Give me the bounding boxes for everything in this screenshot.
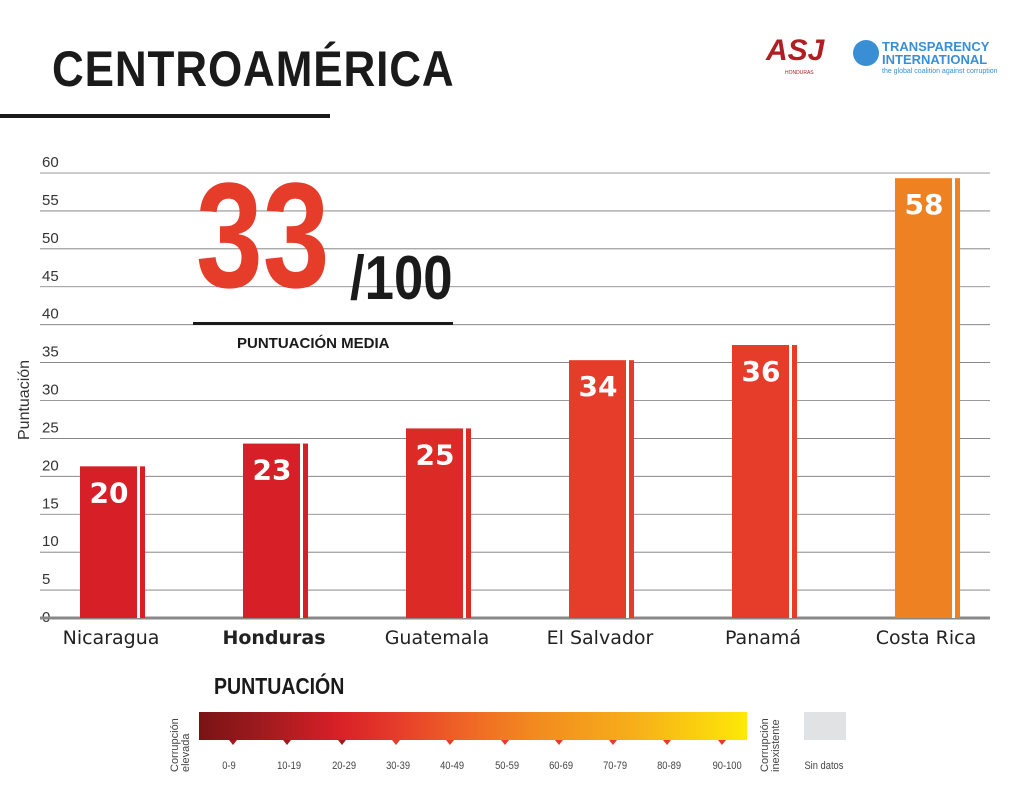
legend-range-label: 30-39 [386, 760, 410, 772]
bar-chart: 051015202530354045505560Puntuación20Nica… [16, 154, 990, 649]
ti-tagline: the global coalition against corruption [882, 68, 998, 75]
title-underline [0, 114, 330, 118]
legend-gradient [199, 712, 747, 740]
bar-stripe [300, 443, 303, 618]
bar-stripe [463, 428, 466, 618]
y-tick-label: 50 [42, 230, 59, 247]
y-tick-label: 45 [42, 268, 59, 285]
x-category-label: Costa Rica [876, 627, 977, 649]
legend-range-label: 40-49 [440, 760, 465, 772]
legend-range-label: 0-9 [222, 760, 236, 772]
score-max: /100 [350, 244, 453, 313]
legend-range-label: 20-29 [331, 760, 356, 772]
bar [569, 360, 634, 618]
legend-range-label: 60-69 [548, 760, 573, 772]
bar-value-label: 36 [742, 355, 781, 388]
bar-value-label: 34 [579, 370, 618, 403]
y-tick-label: 35 [42, 344, 59, 361]
y-tick-label: 55 [42, 192, 59, 209]
bar-stripe [952, 178, 955, 618]
average-score-label: PUNTUACIÓN MEDIA [237, 335, 390, 352]
legend-range-label: 10-19 [277, 760, 302, 772]
legend-tick-marker [609, 740, 618, 745]
legend-tick-marker [663, 740, 672, 745]
bar-value-label: 25 [416, 438, 455, 471]
y-tick-label: 5 [42, 571, 50, 588]
average-score: 33 [196, 151, 330, 319]
y-tick-label: 60 [42, 154, 59, 171]
ti-line1: TRANSPARENCY [882, 39, 990, 54]
y-axis-label: Puntuación [16, 360, 33, 440]
x-category-label: Panamá [725, 627, 801, 649]
score-divider [193, 322, 453, 325]
legend-tick-marker [229, 740, 237, 745]
bar-value-label: 20 [90, 476, 129, 509]
y-tick-label: 20 [42, 457, 59, 474]
legend-range-label: 50-59 [494, 760, 519, 772]
x-category-label: Honduras [222, 627, 325, 649]
x-category-label: El Salvador [547, 627, 654, 649]
legend-range-label: 70-79 [603, 760, 628, 772]
page-title: CENTROAMÉRICA [52, 41, 455, 97]
y-tick-label: 40 [42, 306, 59, 323]
bar [406, 428, 471, 618]
bar [80, 466, 145, 618]
ti-line2: INTERNATIONAL [882, 52, 988, 67]
legend-tick-marker [391, 740, 400, 745]
legend-tick-marker [446, 740, 455, 745]
legend-tick-marker [554, 740, 563, 745]
y-tick-label: 10 [42, 533, 59, 550]
bar-value-label: 58 [905, 188, 944, 221]
bar [243, 443, 308, 618]
legend-left-label: Corrupción elevada [169, 718, 192, 772]
bar-stripe [137, 466, 140, 618]
bar [732, 345, 797, 618]
legend-no-data-label: Sin datos [804, 760, 844, 772]
x-category-label: Nicaragua [63, 627, 160, 649]
legend-tick-marker [500, 740, 509, 745]
legend-range-label: 80-89 [657, 760, 682, 772]
bar [895, 178, 960, 618]
legend-title: PUNTUACIÓN [214, 673, 345, 699]
legend-right-label: Corrupción inexistente [759, 718, 782, 772]
bar-stripe [626, 360, 629, 618]
legend-no-data-swatch [804, 712, 846, 740]
bar-value-label: 23 [253, 454, 292, 487]
legend-tick-marker [717, 740, 726, 745]
y-tick-label: 15 [42, 495, 59, 512]
asj-logo-sub: HONDURAS [785, 70, 814, 76]
legend-range-label: 90-100 [712, 760, 742, 772]
asj-logo: ASJ [766, 34, 825, 67]
globe-icon [853, 40, 879, 66]
y-tick-label: 25 [42, 419, 59, 436]
legend-tick-marker [337, 740, 346, 745]
y-tick-label: 30 [42, 382, 59, 399]
bar-stripe [789, 345, 792, 618]
legend-tick-marker [283, 740, 292, 745]
ti-logo: TRANSPARENCY INTERNATIONAL [882, 40, 989, 66]
x-category-label: Guatemala [385, 627, 490, 649]
